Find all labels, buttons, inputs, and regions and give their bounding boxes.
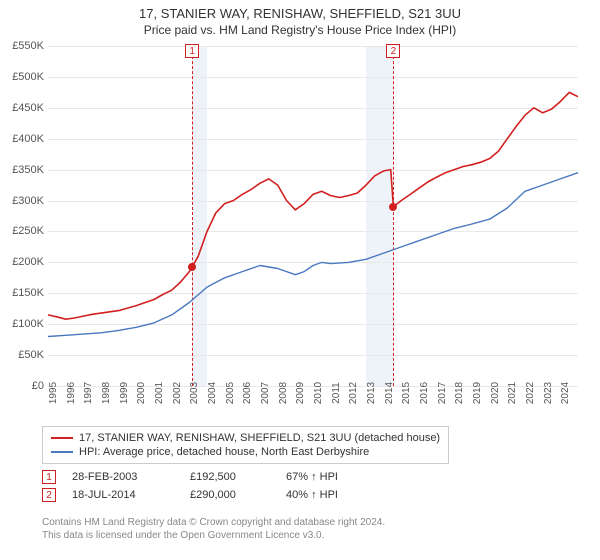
chart-subtitle: Price paid vs. HM Land Registry's House … <box>0 21 600 43</box>
x-axis-tick: 2009 <box>295 382 306 404</box>
x-axis-tick: 2015 <box>401 382 412 404</box>
legend-item: 17, STANIER WAY, RENISHAW, SHEFFIELD, S2… <box>51 431 440 445</box>
footer-line: This data is licensed under the Open Gov… <box>42 529 385 542</box>
line-chart-svg <box>48 46 578 386</box>
x-axis-tick: 1995 <box>48 382 59 404</box>
transactions-table: 1 28-FEB-2003 £192,500 67% ↑ HPI 2 18-JU… <box>42 468 338 504</box>
y-axis-tick: £300K <box>0 195 44 207</box>
x-axis-tick: 2000 <box>136 382 147 404</box>
legend-label: 17, STANIER WAY, RENISHAW, SHEFFIELD, S2… <box>79 432 440 444</box>
y-axis-tick: £450K <box>0 102 44 114</box>
y-axis-tick: £200K <box>0 256 44 268</box>
footer-attribution: Contains HM Land Registry data © Crown c… <box>42 516 385 542</box>
x-axis-tick: 2017 <box>437 382 448 404</box>
legend: 17, STANIER WAY, RENISHAW, SHEFFIELD, S2… <box>42 426 449 464</box>
transaction-row: 1 28-FEB-2003 £192,500 67% ↑ HPI <box>42 468 338 486</box>
transaction-date: 18-JUL-2014 <box>72 489 174 501</box>
x-axis-tick: 2008 <box>278 382 289 404</box>
x-axis-tick: 2013 <box>366 382 377 404</box>
y-axis-tick: £350K <box>0 164 44 176</box>
transaction-price: £290,000 <box>190 489 270 501</box>
x-axis-tick: 1997 <box>83 382 94 404</box>
x-axis-tick: 2011 <box>331 382 342 404</box>
transaction-dot <box>188 263 196 271</box>
chart-title: 17, STANIER WAY, RENISHAW, SHEFFIELD, S2… <box>0 0 600 21</box>
y-axis-tick: £150K <box>0 287 44 299</box>
chart-marker-box: 2 <box>386 44 400 58</box>
x-axis-tick: 2018 <box>454 382 465 404</box>
y-axis-tick: £550K <box>0 40 44 52</box>
x-axis-tick: 2020 <box>490 382 501 404</box>
y-axis-tick: £0 <box>0 380 44 392</box>
x-axis-tick: 2021 <box>507 382 518 404</box>
y-axis-tick: £50K <box>0 349 44 361</box>
x-axis-tick: 2022 <box>525 382 536 404</box>
transaction-dot <box>389 203 397 211</box>
x-axis-tick: 1998 <box>101 382 112 404</box>
chart-container: 17, STANIER WAY, RENISHAW, SHEFFIELD, S2… <box>0 0 600 560</box>
x-axis-tick: 2001 <box>154 382 165 404</box>
y-axis-tick: £500K <box>0 71 44 83</box>
x-axis-tick: 2019 <box>472 382 483 404</box>
x-axis-tick: 2006 <box>242 382 253 404</box>
x-axis-tick: 2004 <box>207 382 218 404</box>
x-axis-tick: 1996 <box>66 382 77 404</box>
y-axis-tick: £400K <box>0 133 44 145</box>
x-axis-tick: 2023 <box>543 382 554 404</box>
y-axis-tick: £250K <box>0 225 44 237</box>
x-axis-tick: 2012 <box>348 382 359 404</box>
transaction-date: 28-FEB-2003 <box>72 471 174 483</box>
x-axis-tick: 2010 <box>313 382 324 404</box>
transaction-marker: 2 <box>42 488 56 502</box>
transaction-delta: 67% ↑ HPI <box>286 471 338 483</box>
legend-swatch <box>51 451 73 453</box>
transaction-marker: 1 <box>42 470 56 484</box>
x-axis-tick: 2007 <box>260 382 271 404</box>
x-axis-tick: 2014 <box>384 382 395 404</box>
transaction-price: £192,500 <box>190 471 270 483</box>
x-axis-tick: 2024 <box>560 382 571 404</box>
transaction-row: 2 18-JUL-2014 £290,000 40% ↑ HPI <box>42 486 338 504</box>
chart-marker-box: 1 <box>185 44 199 58</box>
legend-item: HPI: Average price, detached house, Nort… <box>51 445 440 459</box>
x-axis-tick: 2005 <box>225 382 236 404</box>
legend-label: HPI: Average price, detached house, Nort… <box>79 446 369 458</box>
plot-area: £0£50K£100K£150K£200K£250K£300K£350K£400… <box>48 46 578 386</box>
x-axis-tick: 1999 <box>119 382 130 404</box>
x-axis-tick: 2002 <box>172 382 183 404</box>
footer-line: Contains HM Land Registry data © Crown c… <box>42 516 385 529</box>
legend-swatch <box>51 437 73 439</box>
transaction-delta: 40% ↑ HPI <box>286 489 338 501</box>
x-axis-tick: 2016 <box>419 382 430 404</box>
y-axis-tick: £100K <box>0 318 44 330</box>
x-axis-tick: 2003 <box>189 382 200 404</box>
